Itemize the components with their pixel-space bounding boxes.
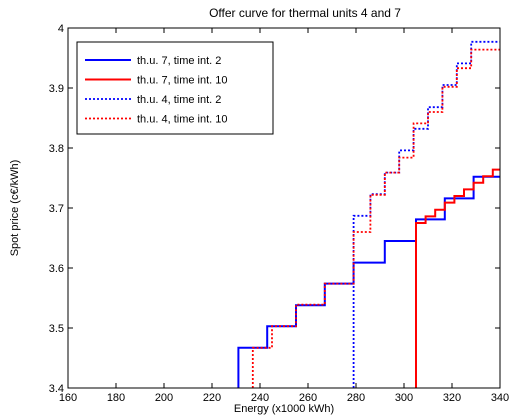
y-tick-label: 4 [58, 23, 64, 35]
x-tick-label: 260 [299, 392, 317, 404]
series-line-2 [415, 168, 500, 388]
x-tick-label: 320 [443, 392, 461, 404]
x-tick-label: 300 [395, 392, 413, 404]
x-tick-label: 160 [59, 392, 77, 404]
y-tick-label: 3.9 [49, 83, 64, 95]
series-lines [237, 40, 500, 388]
series-line-4 [251, 48, 500, 388]
x-tick-label: 280 [347, 392, 365, 404]
y-tick-label: 3.4 [49, 383, 64, 395]
plot-frame [67, 27, 501, 389]
legend: th.u. 7, time int. 2 th.u. 7, time int. 1… [76, 41, 274, 135]
y-tick-label: 3.6 [49, 263, 64, 275]
y-axis-label: Spot price (c€/kWh) [9, 160, 21, 257]
x-axis-label: Energy (x1000 kWh) [234, 403, 334, 415]
x-tick-label: 200 [155, 392, 173, 404]
y-tick-label: 3.8 [49, 143, 64, 155]
x-tick-label: 220 [203, 392, 221, 404]
x-ticks: 160 180 200 220 240 260 280 300 320 340 [59, 28, 509, 404]
chart-title: Offer curve for thermal units 4 and 7 [209, 6, 401, 20]
y-tick-label: 3.5 [49, 323, 64, 335]
legend-label-3: th.u. 4, time int. 2 [137, 94, 221, 106]
legend-label-4: th.u. 4, time int. 10 [137, 114, 228, 126]
legend-label-1: th.u. 7, time int. 2 [137, 55, 221, 67]
legend-label-2: th.u. 7, time int. 10 [137, 75, 228, 87]
y-tick-label: 3.7 [49, 203, 64, 215]
x-tick-label: 340 [491, 392, 509, 404]
x-tick-label: 180 [107, 392, 125, 404]
y-ticks: 3.4 3.5 3.6 3.7 3.8 3.9 4 [49, 23, 500, 395]
x-tick-label: 240 [251, 392, 269, 404]
